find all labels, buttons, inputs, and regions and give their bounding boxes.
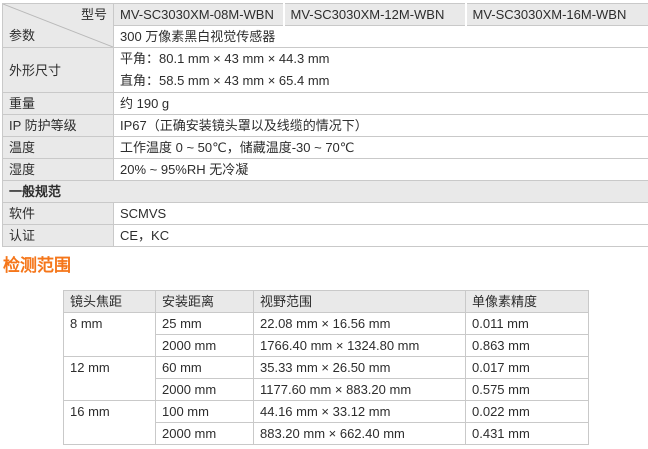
column-header-pixel-accuracy: 单像素精度 [466,291,589,313]
detection-range-title: 检测范围 [3,256,648,276]
corner-label-param: 参数 [9,26,35,46]
spec-row-temperature: 温度 工作温度 0 ~ 50℃，储藏温度-30 ~ 70℃ [3,137,648,159]
row-label: 温度 [3,137,114,159]
spec-table: 型号 参数 MV-SC3030XM-08M-WBN MV-SC3030XM-12… [2,3,648,247]
column-header-mount-distance: 安装距离 [156,291,254,313]
row-value: CE，KC [114,225,648,247]
row-label: 软件 [3,203,114,225]
pixel-accuracy-cell: 0.011 mm [466,313,589,335]
mount-distance-cell: 2000 mm [156,423,254,445]
pixel-accuracy-cell: 0.017 mm [466,357,589,379]
row-value: 约 190 g [114,93,648,115]
field-of-view-cell: 883.20 mm × 662.40 mm [254,423,466,445]
pixel-accuracy-cell: 0.431 mm [466,423,589,445]
table-row: 16 mm 100 mm 44.16 mm × 33.12 mm 0.022 m… [64,401,589,423]
general-spec-section-row: 一般规范 [3,181,648,203]
focal-length-cell: 16 mm [64,401,156,445]
row-value: 20% ~ 95%RH 无冷凝 [114,159,648,181]
spec-row-humidity: 湿度 20% ~ 95%RH 无冷凝 [3,159,648,181]
mount-distance-cell: 100 mm [156,401,254,423]
corner-cell: 型号 参数 [3,4,114,48]
mount-distance-cell: 2000 mm [156,379,254,401]
detection-header-row: 镜头焦距 安装距离 视野范围 单像素精度 [64,291,589,313]
model-name: MV-SC3030XM-08M-WBN [114,4,284,26]
table-row: 12 mm 60 mm 35.33 mm × 26.50 mm 0.017 mm [64,357,589,379]
spec-row-certification: 认证 CE，KC [3,225,648,247]
param-value: 300 万像素黑白视觉传感器 [114,26,648,48]
pixel-accuracy-cell: 0.575 mm [466,379,589,401]
row-label: IP 防护等级 [3,115,114,137]
row-value: SCMVS [114,203,648,225]
model-name: MV-SC3030XM-12M-WBN [284,4,466,26]
row-label: 重量 [3,93,114,115]
row-label: 湿度 [3,159,114,181]
row-value: 工作温度 0 ~ 50℃，储藏温度-30 ~ 70℃ [114,137,648,159]
spec-row-ip-rating: IP 防护等级 IP67（正确安装镜头罩以及线缆的情况下） [3,115,648,137]
spec-sheet-page: 型号 参数 MV-SC3030XM-08M-WBN MV-SC3030XM-12… [0,3,648,449]
row-value: 平角：80.1 mm × 43 mm × 44.3 mm 直角：58.5 mm … [114,48,648,93]
mount-distance-cell: 2000 mm [156,335,254,357]
model-header-row: 型号 参数 MV-SC3030XM-08M-WBN MV-SC3030XM-12… [3,4,648,26]
table-row: 8 mm 25 mm 22.08 mm × 16.56 mm 0.011 mm [64,313,589,335]
column-header-focal-length: 镜头焦距 [64,291,156,313]
section-header: 一般规范 [3,181,648,203]
focal-length-cell: 8 mm [64,313,156,357]
dimension-line: 平角：80.1 mm × 43 mm × 44.3 mm [120,48,642,70]
dimension-line: 直角：58.5 mm × 43 mm × 65.4 mm [120,70,642,92]
corner-label-model: 型号 [81,5,107,25]
spec-row-software: 软件 SCMVS [3,203,648,225]
model-name: MV-SC3030XM-16M-WBN [466,4,648,26]
field-of-view-cell: 35.33 mm × 26.50 mm [254,357,466,379]
detection-range-table: 镜头焦距 安装距离 视野范围 单像素精度 8 mm 25 mm 22.08 mm… [63,290,589,445]
field-of-view-cell: 1177.60 mm × 883.20 mm [254,379,466,401]
mount-distance-cell: 25 mm [156,313,254,335]
row-value: IP67（正确安装镜头罩以及线缆的情况下） [114,115,648,137]
field-of-view-cell: 22.08 mm × 16.56 mm [254,313,466,335]
spec-row-weight: 重量 约 190 g [3,93,648,115]
row-label: 外形尺寸 [3,48,114,93]
focal-length-cell: 12 mm [64,357,156,401]
field-of-view-cell: 44.16 mm × 33.12 mm [254,401,466,423]
spec-row-dimensions: 外形尺寸 平角：80.1 mm × 43 mm × 44.3 mm 直角：58.… [3,48,648,93]
pixel-accuracy-cell: 0.863 mm [466,335,589,357]
column-header-field-of-view: 视野范围 [254,291,466,313]
field-of-view-cell: 1766.40 mm × 1324.80 mm [254,335,466,357]
pixel-accuracy-cell: 0.022 mm [466,401,589,423]
row-label: 认证 [3,225,114,247]
mount-distance-cell: 60 mm [156,357,254,379]
